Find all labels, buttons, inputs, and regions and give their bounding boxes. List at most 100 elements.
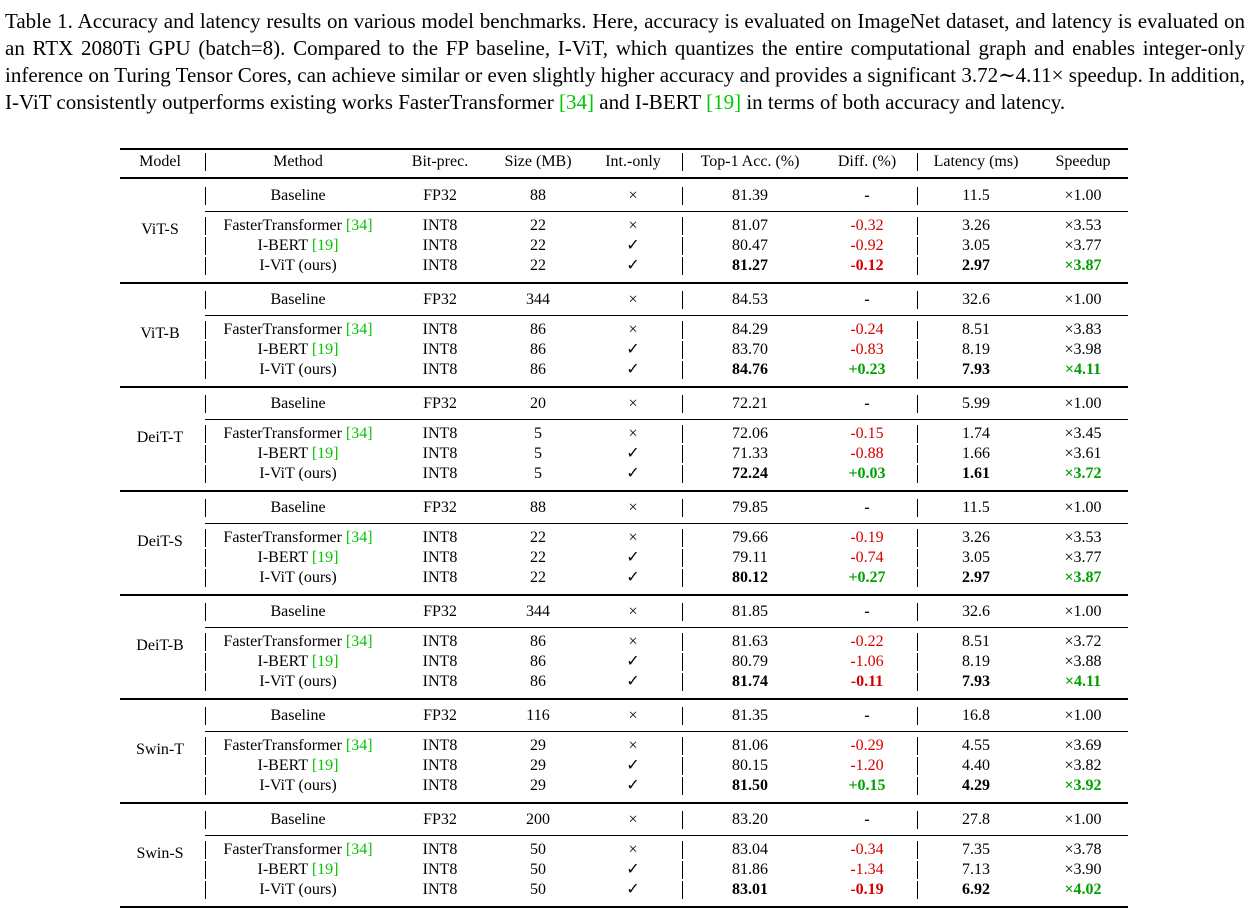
column-divider <box>205 187 206 205</box>
column-divider <box>205 257 206 275</box>
column-divider <box>205 603 206 621</box>
int-only-mark: ✓ <box>626 673 640 690</box>
method-name: FasterTransformer [34] <box>223 632 372 652</box>
column-divider <box>205 549 206 567</box>
citation-link[interactable]: [19] <box>311 341 339 358</box>
accuracy-diff: -0.32 <box>850 217 884 234</box>
bit-precision: INT8 <box>422 465 458 482</box>
method-name: I-ViT (ours) <box>259 880 336 900</box>
citation-link[interactable]: [34] <box>345 737 373 754</box>
column-header: Int.-only <box>605 153 661 170</box>
method-label: I-BERT <box>257 549 308 566</box>
column-divider <box>917 633 918 651</box>
model-size: 50 <box>530 881 546 898</box>
int-only-mark: × <box>628 811 638 828</box>
citation-link[interactable]: [19] <box>311 549 339 566</box>
model-name: Swin-T <box>136 741 184 758</box>
column-header: Bit-prec. <box>411 153 469 170</box>
method-name: I-ViT (ours) <box>259 464 336 484</box>
citation-link[interactable]: [19] <box>706 90 742 114</box>
model-name: DeiT-S <box>137 533 183 550</box>
model-size: 5 <box>534 465 542 482</box>
model-size: 86 <box>530 653 546 670</box>
column-divider <box>682 861 683 879</box>
method-name: Baseline <box>270 602 325 622</box>
table-rule <box>120 148 1128 150</box>
top1-accuracy: 81.39 <box>732 187 768 204</box>
top1-accuracy: 72.06 <box>732 425 768 442</box>
top1-accuracy: 79.66 <box>732 529 768 546</box>
method-name: I-BERT [19] <box>258 236 339 256</box>
column-divider <box>682 707 683 725</box>
column-divider <box>205 153 206 171</box>
method-name: FasterTransformer [34] <box>223 320 372 340</box>
latency: 4.40 <box>962 757 990 774</box>
latency: 5.99 <box>962 395 990 412</box>
int-only-mark: ✓ <box>626 549 640 566</box>
citation-link[interactable]: [34] <box>345 633 373 650</box>
int-only-mark: × <box>628 425 638 442</box>
top1-accuracy: 79.11 <box>732 549 768 566</box>
bit-precision: INT8 <box>422 861 458 878</box>
citation-link[interactable]: [19] <box>311 237 339 254</box>
citation-link[interactable]: [34] <box>345 529 373 546</box>
model-size: 344 <box>526 291 550 308</box>
accuracy-diff: -0.92 <box>850 237 884 254</box>
model-size: 22 <box>530 237 546 254</box>
column-header: Size (MB) <box>504 153 572 170</box>
table-rule <box>120 906 1128 908</box>
column-divider <box>917 777 918 795</box>
speedup: ×3.77 <box>1064 549 1102 566</box>
model-name: DeiT-T <box>136 429 184 446</box>
citation-link[interactable]: [19] <box>311 757 339 774</box>
bit-precision: FP32 <box>423 187 457 204</box>
speedup: ×3.87 <box>1064 257 1102 274</box>
bit-precision: INT8 <box>422 257 458 274</box>
table-rule <box>205 627 1128 628</box>
column-header: Diff. (%) <box>837 153 897 170</box>
column-divider <box>682 757 683 775</box>
citation-link[interactable]: [19] <box>311 861 339 878</box>
top1-accuracy: 81.74 <box>732 673 768 690</box>
citation-link[interactable]: [19] <box>311 653 339 670</box>
top1-accuracy: 72.21 <box>732 395 768 412</box>
top1-accuracy: 81.06 <box>732 737 768 754</box>
column-divider <box>682 445 683 463</box>
citation-link[interactable]: [34] <box>559 90 594 114</box>
column-divider <box>682 321 683 339</box>
citation-link[interactable]: [34] <box>345 321 373 338</box>
column-divider <box>205 499 206 517</box>
top1-accuracy: 81.07 <box>732 217 768 234</box>
top1-accuracy: 81.35 <box>732 707 768 724</box>
method-name: I-BERT [19] <box>258 340 339 360</box>
method-name: FasterTransformer [34] <box>223 736 372 756</box>
latency: 6.92 <box>962 881 990 898</box>
accuracy-diff: - <box>864 811 870 828</box>
citation-link[interactable]: [34] <box>345 425 373 442</box>
column-divider <box>917 811 918 829</box>
column-header: Latency (ms) <box>933 153 1019 170</box>
bit-precision: INT8 <box>422 737 458 754</box>
method-name: Baseline <box>270 394 325 414</box>
top1-accuracy: 83.04 <box>732 841 768 858</box>
method-label: I-ViT (ours) <box>259 777 337 794</box>
accuracy-diff: -0.22 <box>850 633 884 650</box>
latency: 1.61 <box>962 465 990 482</box>
method-label: I-BERT <box>257 653 308 670</box>
column-divider <box>205 291 206 309</box>
bit-precision: INT8 <box>422 529 458 546</box>
bit-precision: INT8 <box>422 653 458 670</box>
method-name: FasterTransformer [34] <box>223 528 372 548</box>
citation-link[interactable]: [34] <box>345 841 373 858</box>
method-label: I-BERT <box>257 341 308 358</box>
top1-accuracy: 83.70 <box>732 341 768 358</box>
column-divider <box>205 841 206 859</box>
citation-link[interactable]: [19] <box>311 445 339 462</box>
column-divider <box>917 529 918 547</box>
method-label: I-ViT (ours) <box>259 257 337 274</box>
column-divider <box>205 737 206 755</box>
bit-precision: INT8 <box>422 757 458 774</box>
citation-link[interactable]: [34] <box>345 217 373 234</box>
column-divider <box>205 861 206 879</box>
int-only-mark: ✓ <box>626 237 640 254</box>
